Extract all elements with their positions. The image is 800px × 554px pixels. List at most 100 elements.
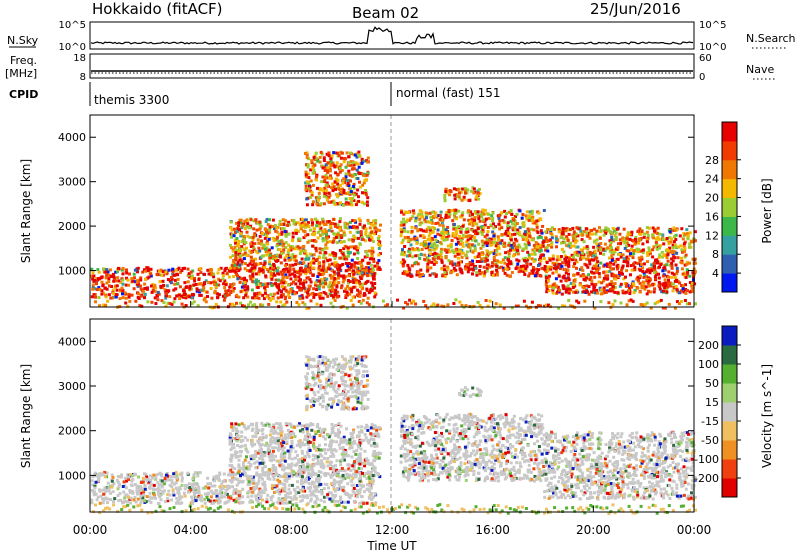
data-cell xyxy=(94,492,98,496)
data-cell xyxy=(433,272,437,276)
data-cell xyxy=(203,296,207,300)
data-cell xyxy=(170,481,174,485)
data-cell xyxy=(156,298,160,302)
data-cell xyxy=(364,472,368,475)
data-cell xyxy=(599,248,603,252)
data-cell xyxy=(348,280,352,284)
data-cell xyxy=(452,302,456,305)
data-cell xyxy=(624,275,627,279)
data-cell xyxy=(541,241,545,244)
data-cell xyxy=(144,269,148,273)
data-cell xyxy=(337,276,340,280)
data-cell xyxy=(644,270,648,274)
data-cell xyxy=(445,236,449,240)
data-cell xyxy=(98,488,101,492)
data-cell xyxy=(173,273,177,277)
data-cell xyxy=(230,269,234,273)
data-cell xyxy=(377,253,381,257)
data-cell xyxy=(204,300,208,304)
data-cell xyxy=(572,273,576,277)
data-cell xyxy=(497,216,501,220)
data-cell xyxy=(573,262,577,266)
data-cell xyxy=(421,234,425,238)
data-cell xyxy=(530,252,534,256)
data-cell xyxy=(199,288,203,292)
data-cell xyxy=(233,263,237,267)
data-cell xyxy=(347,191,351,194)
data-cell xyxy=(483,259,487,263)
data-cell xyxy=(640,286,644,290)
data-cell xyxy=(675,278,678,282)
data-cell xyxy=(255,282,259,286)
data-cell xyxy=(515,265,519,269)
data-cell xyxy=(333,299,337,302)
data-cell xyxy=(602,252,606,256)
data-cell xyxy=(356,257,360,260)
data-cell xyxy=(342,247,346,251)
data-cell xyxy=(645,238,649,242)
data-cell xyxy=(190,276,194,280)
data-cell xyxy=(498,219,502,223)
data-cell xyxy=(528,214,532,218)
data-cell xyxy=(241,304,244,308)
data-cell xyxy=(332,478,336,482)
data-cell xyxy=(532,244,536,247)
data-cell xyxy=(341,475,345,479)
data-cell xyxy=(91,271,95,275)
data-cell xyxy=(306,163,310,167)
data-cell xyxy=(275,484,279,488)
data-cell xyxy=(360,274,364,278)
data-cell xyxy=(341,477,345,481)
data-cell xyxy=(564,229,568,233)
data-cell xyxy=(234,238,238,242)
data-cell xyxy=(276,478,280,482)
data-cell xyxy=(402,253,406,257)
data-cell xyxy=(524,268,528,272)
data-cell xyxy=(324,173,328,177)
data-cell xyxy=(593,306,597,310)
data-cell xyxy=(288,267,292,271)
data-cell xyxy=(400,220,404,224)
data-cell xyxy=(147,275,151,279)
data-cell xyxy=(328,273,332,277)
data-cell xyxy=(352,280,356,284)
data-cell xyxy=(126,500,129,504)
data-cell xyxy=(366,196,370,200)
data-cell xyxy=(599,242,603,245)
data-cell xyxy=(484,257,488,261)
data-cell xyxy=(478,264,482,268)
data-cell xyxy=(423,257,427,261)
data-cell xyxy=(305,224,309,228)
data-cell xyxy=(183,494,187,498)
data-cell xyxy=(446,267,450,271)
data-cell xyxy=(351,239,355,243)
data-cell xyxy=(500,226,504,230)
data-cell xyxy=(550,245,554,249)
data-cell xyxy=(251,478,255,482)
data-cell xyxy=(119,281,123,284)
data-cell xyxy=(346,291,350,295)
data-cell xyxy=(493,263,497,267)
data-cell xyxy=(96,473,100,477)
data-cell xyxy=(215,474,219,478)
data-cell xyxy=(504,267,508,271)
data-cell xyxy=(454,208,458,212)
data-cell xyxy=(100,289,104,293)
data-cell xyxy=(366,261,370,265)
data-cell xyxy=(534,241,538,245)
data-cell xyxy=(266,242,270,246)
data-cell xyxy=(301,281,305,285)
data-cell xyxy=(499,241,502,245)
data-cell xyxy=(638,258,642,262)
data-cell xyxy=(302,236,306,240)
data-cell xyxy=(333,203,337,206)
data-cell xyxy=(161,279,165,283)
data-cell xyxy=(471,250,475,254)
data-cell xyxy=(239,232,243,236)
data-cell xyxy=(517,231,521,234)
data-cell xyxy=(500,211,504,215)
data-cell xyxy=(253,293,257,297)
data-cell xyxy=(565,256,569,260)
data-cell xyxy=(466,210,470,214)
data-cell xyxy=(336,165,340,169)
